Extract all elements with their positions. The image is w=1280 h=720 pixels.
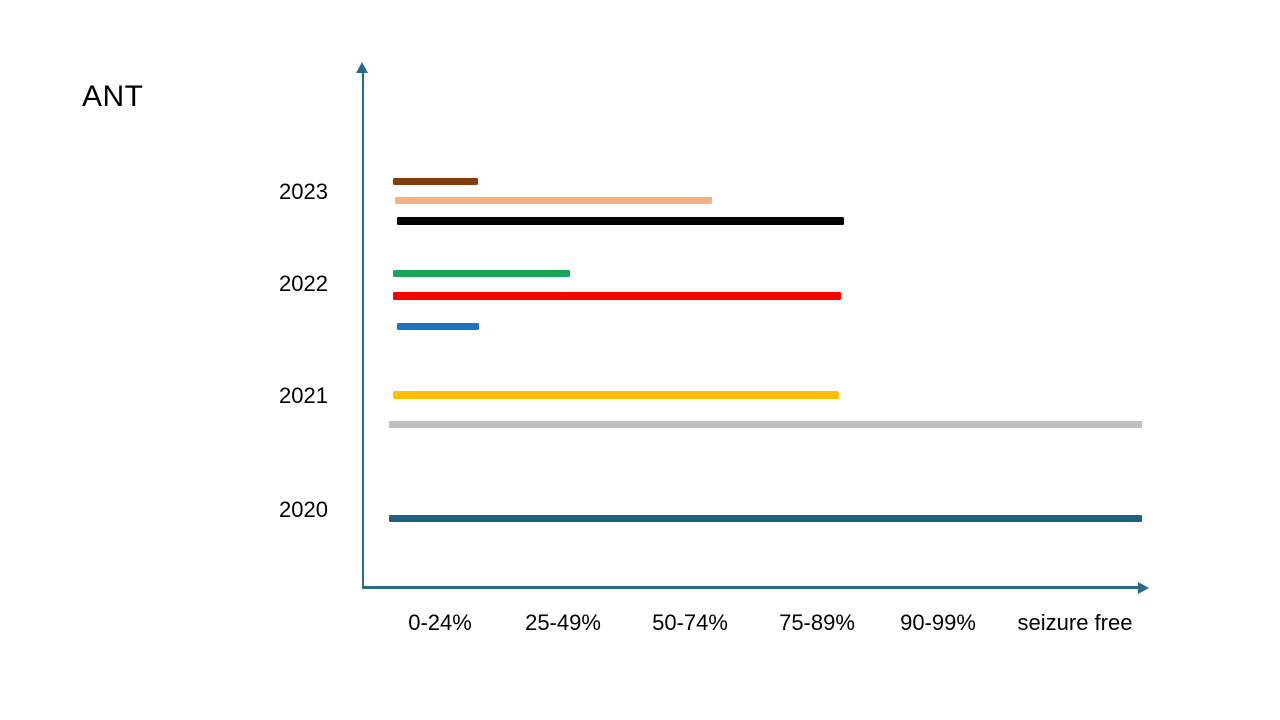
bar-2021-seizure free — [389, 420, 1142, 428]
bar-2022-0-24% — [397, 322, 479, 330]
y-axis-label-2020: 2020 — [279, 497, 328, 522]
y-axis-label-2023: 2023 — [279, 179, 328, 204]
bar-2021-75-89% — [393, 391, 839, 399]
x-axis-label-75-89-: 75-89% — [779, 610, 855, 635]
y-axis-arrow-icon — [356, 62, 368, 73]
bar-2023-0-24% — [393, 177, 478, 185]
x-axis-arrow-icon — [1138, 582, 1149, 594]
x-axis-label-0-24-: 0-24% — [408, 610, 472, 635]
x-axis-label-90-99-: 90-99% — [900, 610, 976, 635]
bar-2022-25-49% — [393, 269, 570, 277]
y-axis-label-2022: 2022 — [279, 271, 328, 296]
x-axis-label-50-74-: 50-74% — [652, 610, 728, 635]
bar-2022-75-89% — [393, 292, 841, 300]
x-axis-line — [362, 586, 1140, 589]
bar-2023-75-89% — [397, 217, 844, 225]
bar-2020-seizure free — [389, 514, 1142, 522]
y-axis-line — [362, 71, 364, 589]
x-axis-label-seizure-free: seizure free — [1017, 610, 1133, 635]
x-axis-label-25-49-: 25-49% — [525, 610, 601, 635]
chart-title: ANT — [82, 80, 144, 113]
y-axis-label-2021: 2021 — [279, 383, 328, 408]
bar-2023-50-74% — [395, 196, 712, 204]
